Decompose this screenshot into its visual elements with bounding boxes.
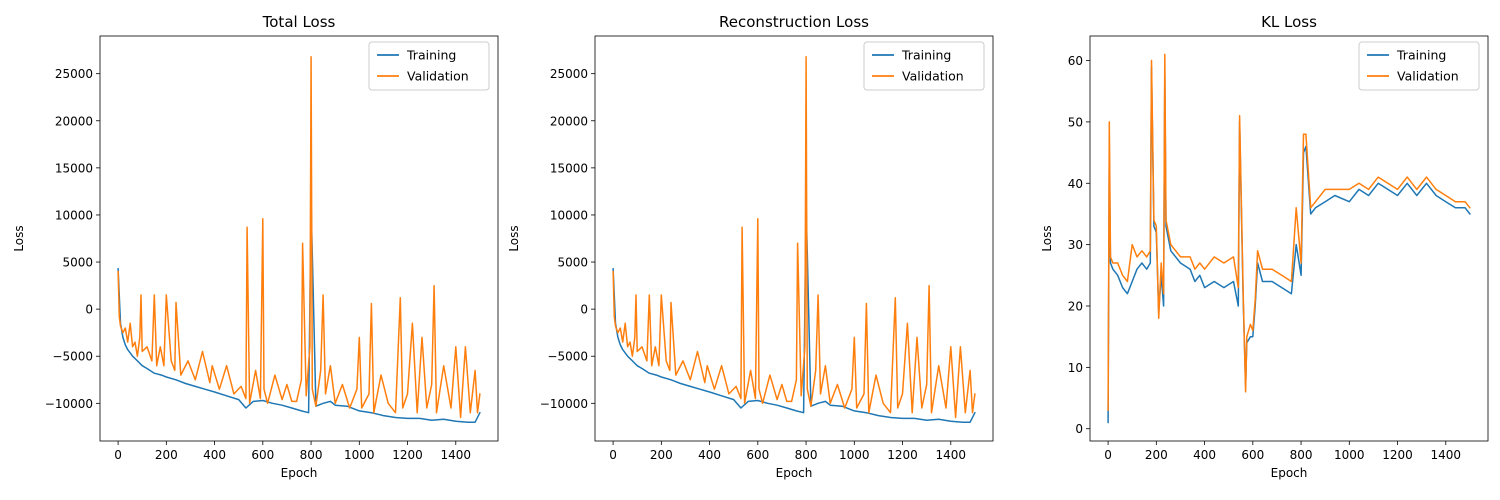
panel-title: KL Loss: [1261, 13, 1317, 31]
x-tick-label: 200: [155, 448, 178, 462]
x-tick-label: 1000: [839, 448, 870, 462]
x-tick-label: 1400: [936, 448, 967, 462]
x-tick-label: 0: [1104, 448, 1112, 462]
legend-box: [1358, 41, 1480, 91]
x-tick-label: 600: [1241, 448, 1264, 462]
legend-label-validation: Validation: [902, 69, 964, 84]
x-tick-label: 800: [1290, 448, 1313, 462]
legend: Training Validation: [368, 41, 490, 91]
x-tick-label: 1000: [1334, 448, 1365, 462]
y-tick-label: 0: [1075, 422, 1083, 436]
y-tick-label: 60: [1068, 54, 1083, 68]
y-tick-label: −10000: [540, 397, 588, 411]
y-tick-label: 10000: [55, 208, 93, 222]
y-tick-label: 10000: [550, 208, 588, 222]
y-tick-label: 40: [1068, 177, 1083, 191]
x-tick-label: 800: [795, 448, 818, 462]
legend-label-training: Training: [406, 48, 456, 63]
series-line-training: [117, 201, 481, 423]
x-tick-label: 1200: [1382, 448, 1413, 462]
x-tick-label: 600: [746, 448, 769, 462]
plot-frame: [1089, 35, 1489, 442]
plot-frame: [99, 35, 499, 442]
series-group: [117, 55, 481, 423]
legend-label-validation: Validation: [1397, 69, 1459, 84]
y-axis-label: Loss: [12, 225, 26, 251]
y-tick-label: −5000: [52, 350, 93, 364]
y-tick-label: −10000: [45, 397, 93, 411]
y-axis-label: Loss: [507, 225, 521, 251]
y-tick-label: 0: [580, 303, 588, 317]
plot-frame: [594, 35, 994, 442]
x-tick-label: 200: [650, 448, 673, 462]
x-tick-label: 200: [1145, 448, 1168, 462]
panel-title: Reconstruction Loss: [719, 13, 869, 31]
y-tick-label: 0: [85, 303, 93, 317]
y-tick-label: 20000: [550, 114, 588, 128]
legend-label-training: Training: [1396, 48, 1446, 63]
legend-label-validation: Validation: [407, 69, 469, 84]
total-loss-panel: Total Loss Epoch Loss Training Validatio…: [12, 13, 499, 480]
y-tick-label: 50: [1068, 115, 1083, 129]
y-tick-label: 15000: [550, 161, 588, 175]
series-line-validation: [612, 55, 976, 419]
y-tick-label: 20: [1068, 300, 1083, 314]
series-line-validation: [117, 55, 481, 419]
x-axis-label: Epoch: [776, 466, 813, 480]
x-tick-label: 800: [300, 448, 323, 462]
y-axis-label: Loss: [1040, 225, 1054, 251]
legend: Training Validation: [863, 41, 985, 91]
y-tick-label: 10: [1068, 361, 1083, 375]
y-tick-label: 25000: [550, 67, 588, 81]
reconstruction-loss-panel: Reconstruction Loss Epoch Loss Training …: [507, 13, 994, 480]
y-tick-label: −5000: [547, 350, 588, 364]
x-tick-label: 600: [251, 448, 274, 462]
y-tick-label: 5000: [62, 256, 93, 270]
y-tick-label: 30: [1068, 238, 1083, 252]
legend-label-training: Training: [901, 48, 951, 63]
x-tick-label: 1200: [887, 448, 918, 462]
x-tick-label: 1400: [441, 448, 472, 462]
legend-box: [863, 41, 985, 91]
kl-loss-panel: KL Loss Epoch Loss Training Validation 0…: [1040, 13, 1489, 480]
legend-box: [368, 41, 490, 91]
series-line-training: [612, 201, 976, 423]
legend: Training Validation: [1358, 41, 1480, 91]
panel-title: Total Loss: [262, 13, 336, 31]
y-tick-label: 5000: [557, 256, 588, 270]
x-tick-label: 0: [114, 448, 122, 462]
y-tick-label: 25000: [55, 67, 93, 81]
series-line-validation: [1107, 53, 1471, 412]
x-tick-label: 400: [1193, 448, 1216, 462]
x-tick-label: 0: [609, 448, 617, 462]
x-tick-label: 1000: [344, 448, 375, 462]
x-tick-label: 1200: [392, 448, 423, 462]
x-axis-label: Epoch: [281, 466, 318, 480]
y-tick-label: 15000: [55, 161, 93, 175]
x-axis-label: Epoch: [1271, 466, 1308, 480]
x-tick-label: 1400: [1431, 448, 1462, 462]
series-group: [612, 55, 976, 423]
series-group: [1107, 53, 1471, 424]
x-tick-label: 400: [203, 448, 226, 462]
x-tick-label: 400: [698, 448, 721, 462]
y-tick-label: 20000: [55, 114, 93, 128]
